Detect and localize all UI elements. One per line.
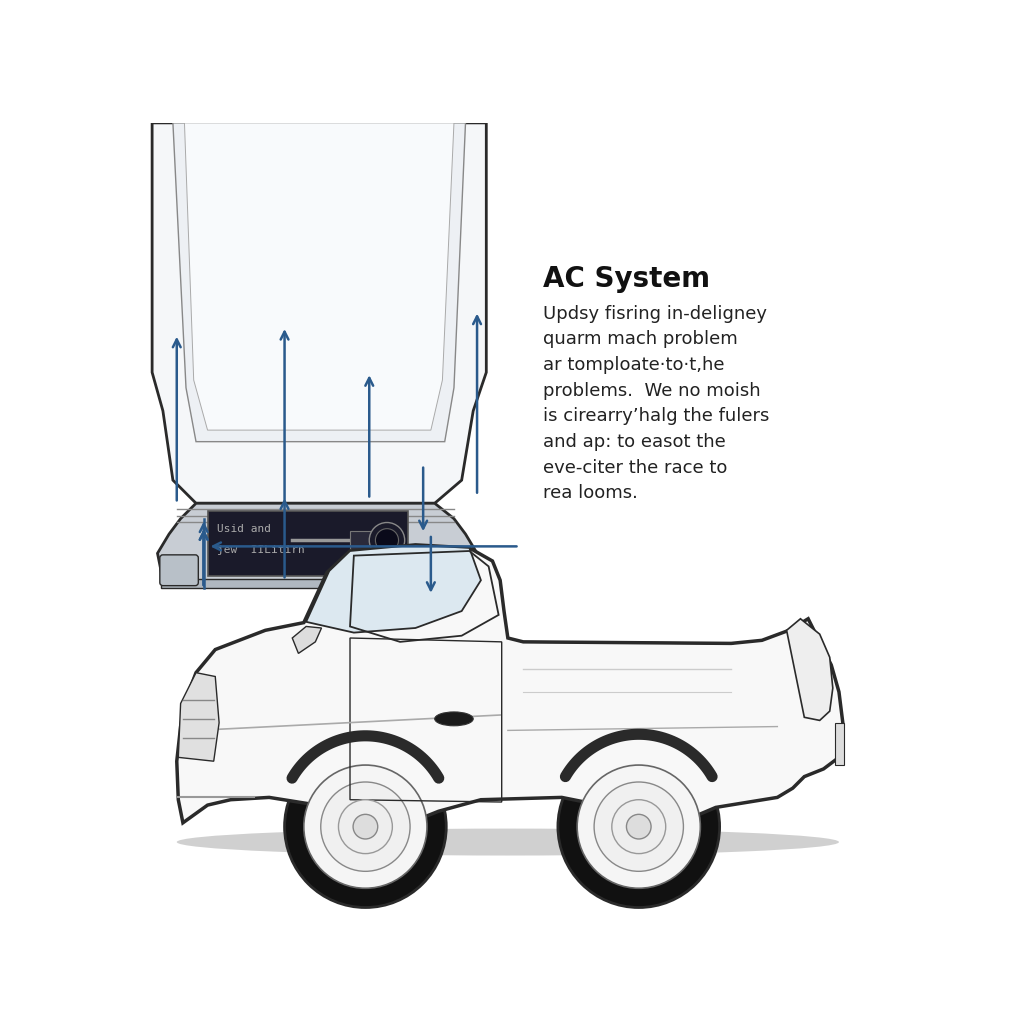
Polygon shape [306,545,481,633]
Circle shape [304,765,427,888]
Bar [350,531,372,550]
Text: Usid and: Usid and [217,524,270,535]
Bar [836,723,845,765]
Circle shape [594,782,683,871]
Polygon shape [158,503,477,584]
Polygon shape [153,123,486,503]
Polygon shape [178,673,219,761]
Text: jew  IILitirn: jew IILitirn [217,545,304,555]
Circle shape [353,814,378,839]
Circle shape [578,765,700,888]
FancyBboxPatch shape [434,555,472,586]
Polygon shape [292,627,322,653]
Circle shape [376,528,398,552]
Circle shape [370,522,404,558]
Text: Updsy fisring in-deligney
quarm mach problem
ar tomploate·to·t,he
problems.  We : Updsy fisring in-deligney quarm mach pro… [543,304,769,503]
Circle shape [611,800,666,854]
Circle shape [627,814,651,839]
Bar [162,579,473,588]
Polygon shape [184,123,454,430]
Polygon shape [786,618,833,721]
Ellipse shape [435,712,473,726]
Circle shape [321,782,410,871]
Circle shape [339,800,392,854]
FancyBboxPatch shape [160,555,199,586]
Ellipse shape [177,828,839,855]
Text: AC System: AC System [543,264,710,293]
Circle shape [285,745,446,907]
Circle shape [558,745,720,907]
Polygon shape [177,545,843,828]
Bar [208,511,408,577]
Polygon shape [173,123,466,441]
